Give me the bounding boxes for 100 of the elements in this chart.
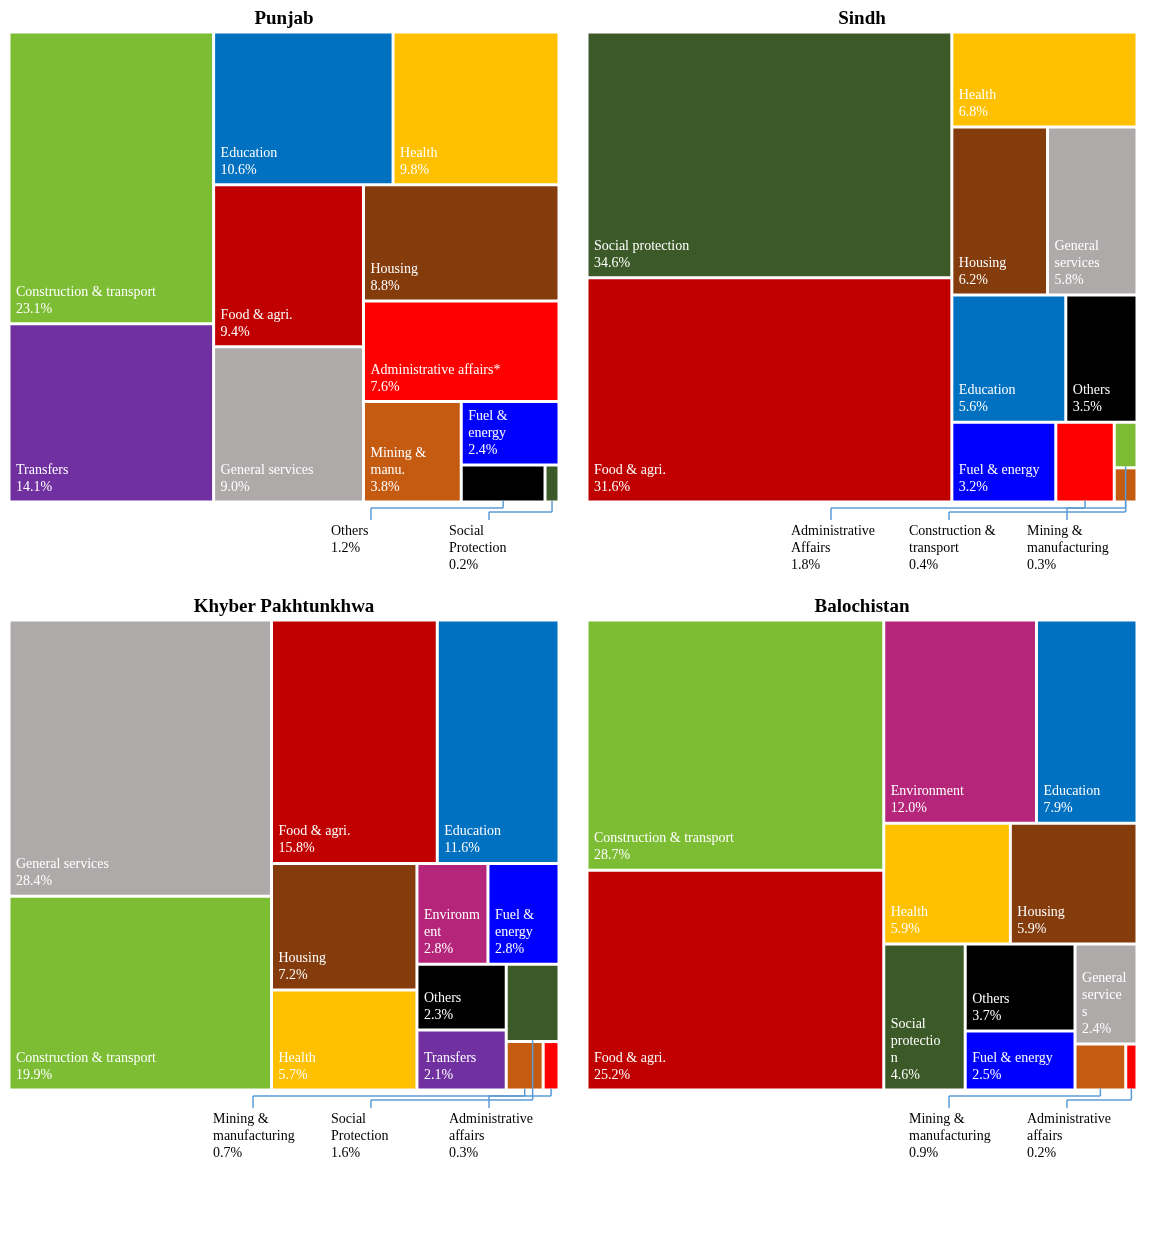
category-label: Social Protection: [449, 523, 507, 555]
data-label: 1.2%: [331, 540, 361, 555]
data-label: 0.4%: [909, 557, 939, 572]
data-label: 5.9%: [1017, 920, 1047, 936]
category-label: Others: [1072, 382, 1111, 398]
data-label: 0.2%: [449, 557, 479, 572]
category-label: Transfers: [16, 462, 69, 477]
data-label: 2.8%: [423, 941, 454, 957]
category-label: Education: [220, 144, 278, 160]
category-label: Education: [1043, 783, 1101, 799]
category-label: Mining & manufacturing: [1027, 523, 1109, 555]
category-label: Health: [400, 144, 438, 160]
category-label: Others: [331, 523, 369, 538]
data-label: 11.6%: [444, 840, 481, 856]
data-label: 1.8%: [791, 557, 821, 572]
category-label: Housing: [958, 254, 1007, 270]
data-label: 12.0%: [890, 800, 928, 816]
data-label: 2.3%: [423, 1006, 454, 1022]
data-label: 0.2%: [1027, 1145, 1057, 1160]
data-label: 0.7%: [213, 1145, 243, 1160]
data-label: 34.6%: [594, 254, 631, 270]
data-label: 5.6%: [958, 399, 989, 415]
category-label: Environment: [423, 907, 481, 940]
data-label: 28.4%: [16, 873, 53, 889]
category-label: Health: [278, 1050, 316, 1065]
category-label: Administrative affairs*: [370, 361, 501, 377]
category-label: Fuel & energy: [958, 462, 1040, 477]
category-label: Others: [972, 991, 1010, 1007]
category-label: Food & agri.: [220, 306, 293, 322]
category-label: Construction & transport: [16, 1050, 157, 1065]
category-label: Construction & transport: [909, 523, 996, 555]
data-label: 3.7%: [972, 1008, 1002, 1024]
category-label: Fuel & energy: [494, 907, 535, 940]
data-label: 2.4%: [468, 441, 498, 457]
data-label: 5.8%: [1054, 271, 1084, 287]
data-label: 28.7%: [594, 847, 631, 863]
data-label: 23.1%: [16, 300, 53, 316]
data-label: 6.2%: [958, 271, 989, 287]
data-label: 7.9%: [1043, 800, 1073, 816]
text: Punjab: [254, 7, 314, 28]
category-label: Construction & transport: [16, 283, 157, 299]
category-label: Mining & manu.: [370, 445, 427, 477]
data-label: 2.5%: [972, 1067, 1002, 1082]
data-label: 0.3%: [1027, 557, 1057, 572]
category-label: Housing: [370, 261, 418, 277]
data-label: 15.8%: [278, 840, 315, 856]
data-label: 10.6%: [220, 161, 258, 177]
category-label: General services: [220, 462, 314, 477]
category-label: Others: [423, 989, 462, 1005]
category-label: Health: [958, 87, 997, 103]
data-label: 31.6%: [594, 479, 631, 494]
data-label: 2.1%: [423, 1067, 454, 1082]
category-label: Mining & manufacturing: [213, 1111, 295, 1143]
data-label: 3.5%: [1072, 399, 1103, 415]
category-label: Food & agri.: [594, 1050, 666, 1065]
category-label: Housing: [1017, 903, 1065, 919]
category-label: Administrative Affairs: [791, 523, 875, 555]
category-label: Education: [958, 382, 1016, 398]
data-label: 19.9%: [16, 1067, 53, 1082]
data-label: 5.7%: [278, 1067, 308, 1082]
text: Khyber Pakhtunkhwa: [193, 595, 375, 616]
text: Sindh: [838, 7, 887, 28]
data-label: 2.4%: [1082, 1021, 1112, 1037]
category-label: Mining & manufacturing: [909, 1111, 991, 1143]
data-label: 3.2%: [958, 479, 989, 494]
data-label: 2.8%: [494, 941, 525, 957]
category-label: Construction & transport: [594, 830, 735, 846]
category-label: Fuel & energy: [972, 1050, 1053, 1065]
data-label: 9.4%: [220, 323, 251, 339]
category-label: Administrative affairs: [1027, 1111, 1111, 1143]
category-label: General services: [1054, 237, 1100, 270]
data-label: 8.8%: [370, 278, 400, 294]
category-label: Fuel & energy: [468, 407, 508, 440]
category-label: Health: [890, 903, 929, 919]
data-label: 25.2%: [594, 1067, 631, 1082]
category-label: Transfers: [423, 1050, 477, 1065]
data-label: 1.6%: [331, 1145, 361, 1160]
data-label: 0.9%: [909, 1145, 939, 1160]
category-label: Administrative affairs: [449, 1111, 533, 1143]
data-label: 0.3%: [449, 1145, 479, 1160]
category-label: Housing: [278, 949, 326, 965]
data-label: 6.8%: [958, 104, 989, 120]
category-label: Social Protection: [331, 1111, 389, 1143]
category-label: Education: [444, 823, 502, 839]
category-label: Social protection: [594, 237, 690, 253]
category-label: Environment: [890, 783, 964, 799]
data-label: 9.8%: [400, 161, 430, 177]
category-label: Food & agri.: [594, 462, 666, 477]
data-label: 14.1%: [16, 479, 53, 494]
text: Balochistan: [814, 595, 910, 616]
category-label: General services: [1082, 970, 1127, 1020]
category-label: Food & agri.: [278, 823, 351, 839]
data-label: 4.6%: [890, 1067, 921, 1082]
data-label: 5.9%: [890, 920, 921, 936]
data-label: 3.8%: [370, 479, 400, 494]
data-label: 7.2%: [278, 966, 308, 982]
data-label: 7.6%: [370, 378, 400, 394]
category-label: General services: [16, 856, 109, 872]
category-label: Social protection: [890, 1016, 941, 1065]
data-label: 9.0%: [220, 479, 251, 494]
